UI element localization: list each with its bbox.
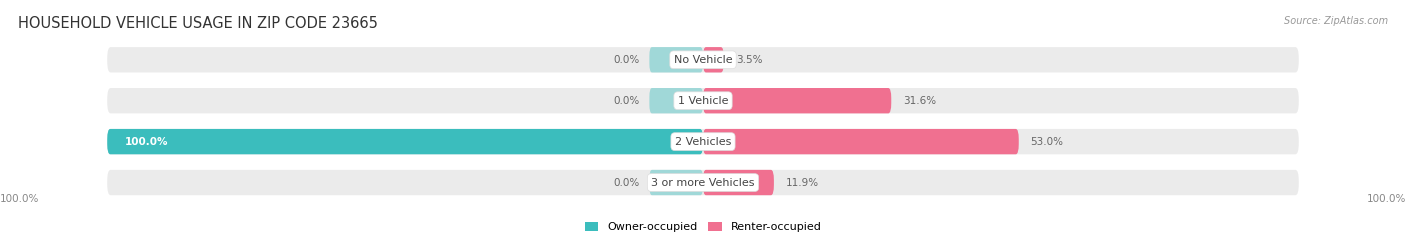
Text: 3.5%: 3.5% [735, 55, 762, 65]
Text: 100.0%: 100.0% [1367, 194, 1406, 204]
FancyBboxPatch shape [703, 129, 1019, 154]
Text: HOUSEHOLD VEHICLE USAGE IN ZIP CODE 23665: HOUSEHOLD VEHICLE USAGE IN ZIP CODE 2366… [18, 16, 378, 31]
FancyBboxPatch shape [703, 88, 891, 113]
Text: 31.6%: 31.6% [903, 96, 936, 106]
FancyBboxPatch shape [703, 47, 724, 72]
Text: 0.0%: 0.0% [613, 178, 640, 188]
FancyBboxPatch shape [107, 47, 1299, 72]
Text: 11.9%: 11.9% [786, 178, 818, 188]
Text: 2 Vehicles: 2 Vehicles [675, 137, 731, 147]
Text: 0.0%: 0.0% [613, 55, 640, 65]
Text: Source: ZipAtlas.com: Source: ZipAtlas.com [1284, 16, 1388, 26]
Text: 3 or more Vehicles: 3 or more Vehicles [651, 178, 755, 188]
FancyBboxPatch shape [650, 88, 703, 113]
FancyBboxPatch shape [650, 170, 703, 195]
FancyBboxPatch shape [107, 129, 703, 154]
Text: No Vehicle: No Vehicle [673, 55, 733, 65]
FancyBboxPatch shape [650, 47, 703, 72]
Legend: Owner-occupied, Renter-occupied: Owner-occupied, Renter-occupied [581, 217, 825, 233]
Text: 0.0%: 0.0% [613, 96, 640, 106]
FancyBboxPatch shape [703, 170, 773, 195]
Text: 53.0%: 53.0% [1031, 137, 1064, 147]
FancyBboxPatch shape [107, 88, 1299, 113]
FancyBboxPatch shape [107, 170, 1299, 195]
Text: 100.0%: 100.0% [125, 137, 169, 147]
Text: 100.0%: 100.0% [0, 194, 39, 204]
Text: 1 Vehicle: 1 Vehicle [678, 96, 728, 106]
FancyBboxPatch shape [107, 129, 1299, 154]
